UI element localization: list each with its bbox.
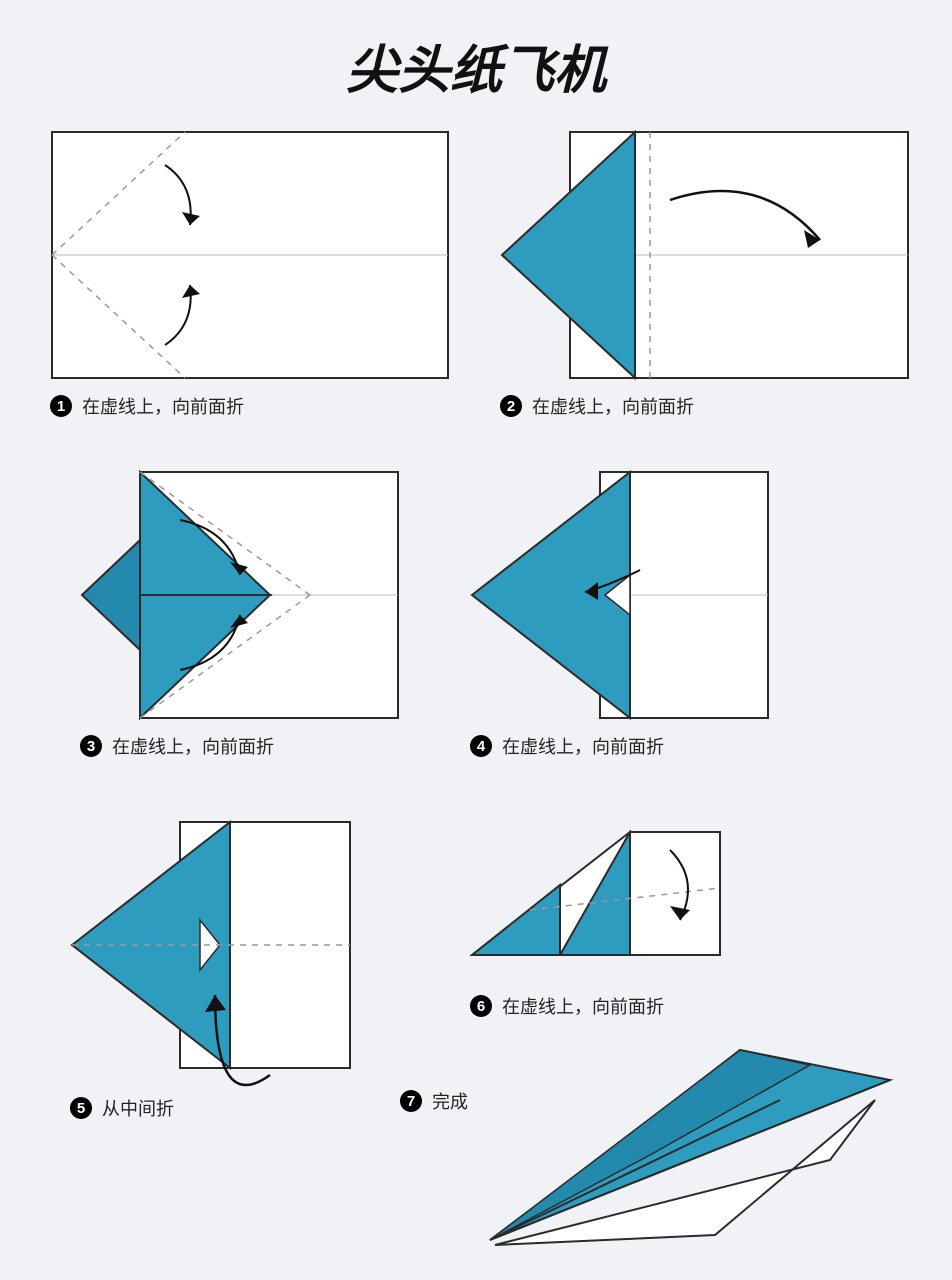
step-number-badge: 4 <box>470 735 492 757</box>
step-6-label: 6 在虚线上，向前面折 <box>470 993 730 1019</box>
step-3-label: 3 在虚线上，向前面折 <box>80 733 400 759</box>
step-1: 1 在虚线上，向前面折 <box>50 130 450 419</box>
step-2: 2 在虚线上，向前面折 <box>500 130 910 419</box>
step-number-badge: 7 <box>400 1090 422 1112</box>
step-6: 6 在虚线上，向前面折 <box>470 830 730 1019</box>
step-4-label: 4 在虚线上，向前面折 <box>470 733 770 759</box>
step-text: 在虚线上，向前面折 <box>112 733 274 759</box>
step-text: 从中间折 <box>102 1095 174 1121</box>
step-7 <box>480 1040 910 1265</box>
step-text: 在虚线上，向前面折 <box>502 993 664 1019</box>
step-text: 在虚线上，向前面折 <box>502 733 664 759</box>
step-7-label: 7 完成 <box>400 1088 468 1114</box>
step-number-badge: 6 <box>470 995 492 1017</box>
step-number-badge: 1 <box>50 395 72 417</box>
step-2-label: 2 在虚线上，向前面折 <box>500 393 910 419</box>
step-number-badge: 5 <box>70 1097 92 1119</box>
step-number-badge: 2 <box>500 395 522 417</box>
step-text: 完成 <box>432 1088 468 1114</box>
step-5: 5 从中间折 <box>70 820 370 1121</box>
page-title: 尖头纸飞机 <box>0 0 952 103</box>
step-number-badge: 3 <box>80 735 102 757</box>
step-text: 在虚线上，向前面折 <box>82 393 244 419</box>
page: 尖头纸飞机 1 在虚线上，向前面折 2 <box>0 0 952 1280</box>
step-4: 4 在虚线上，向前面折 <box>470 470 770 759</box>
step-text: 在虚线上，向前面折 <box>532 393 694 419</box>
step-3: 3 在虚线上，向前面折 <box>80 470 400 759</box>
step-1-label: 1 在虚线上，向前面折 <box>50 393 450 419</box>
step-7-label-block: 7 完成 <box>400 1080 468 1114</box>
